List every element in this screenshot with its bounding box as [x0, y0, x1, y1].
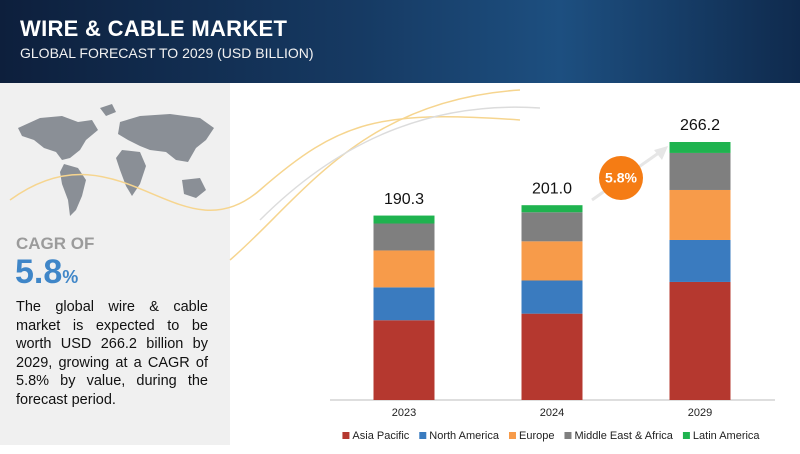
world-map	[18, 104, 214, 216]
title: WIRE & CABLE MARKET	[20, 16, 288, 41]
legend-swatch	[564, 432, 572, 439]
description: The global wire & cable market is expect…	[16, 299, 208, 408]
bar-segment	[521, 241, 583, 281]
cagr-badge-text: 5.8%	[605, 170, 637, 186]
bar-segment	[373, 215, 435, 224]
cagr-label: CAGR OF	[16, 234, 95, 253]
total-label: 266.2	[680, 117, 720, 134]
legend-label: Latin America	[693, 430, 761, 442]
bar-segment	[521, 313, 583, 400]
header-banner	[0, 0, 800, 83]
cagr-value: 5.8%	[15, 253, 78, 292]
legend-swatch	[508, 432, 516, 439]
legend-label: Europe	[519, 430, 554, 442]
x-tick-label: 2023	[392, 407, 416, 419]
bar-segment	[373, 223, 435, 251]
legend-swatch	[342, 432, 350, 439]
bar-segment	[373, 250, 435, 288]
decor-curves	[9, 89, 541, 261]
legend-label: North America	[429, 430, 500, 442]
bar-segment	[521, 205, 583, 213]
bar-segment	[669, 281, 731, 400]
bar-segment	[669, 189, 731, 240]
bar-segment	[521, 212, 583, 242]
bar-segment	[521, 280, 583, 314]
growth-arrowhead	[654, 146, 668, 160]
cagr-badge	[599, 156, 643, 200]
legend-swatch	[419, 432, 427, 439]
cagr-number: 5.8	[15, 253, 63, 291]
legend-label: Middle East & Africa	[574, 430, 673, 442]
legend-label: Asia Pacific	[352, 430, 409, 442]
bar-segment	[669, 239, 731, 282]
x-tick-label: 2029	[688, 407, 712, 419]
x-tick-label: 2024	[540, 407, 564, 419]
legend-swatch	[682, 432, 690, 439]
total-label: 201.0	[532, 180, 572, 197]
bar-segment	[373, 320, 435, 400]
total-label: 190.3	[384, 191, 424, 208]
bar-segment	[669, 142, 731, 153]
subtitle: GLOBAL FORECAST TO 2029 (USD BILLION)	[20, 45, 314, 61]
bar-segment	[669, 152, 731, 190]
bar-segment	[373, 287, 435, 321]
cagr-unit: %	[62, 267, 79, 287]
